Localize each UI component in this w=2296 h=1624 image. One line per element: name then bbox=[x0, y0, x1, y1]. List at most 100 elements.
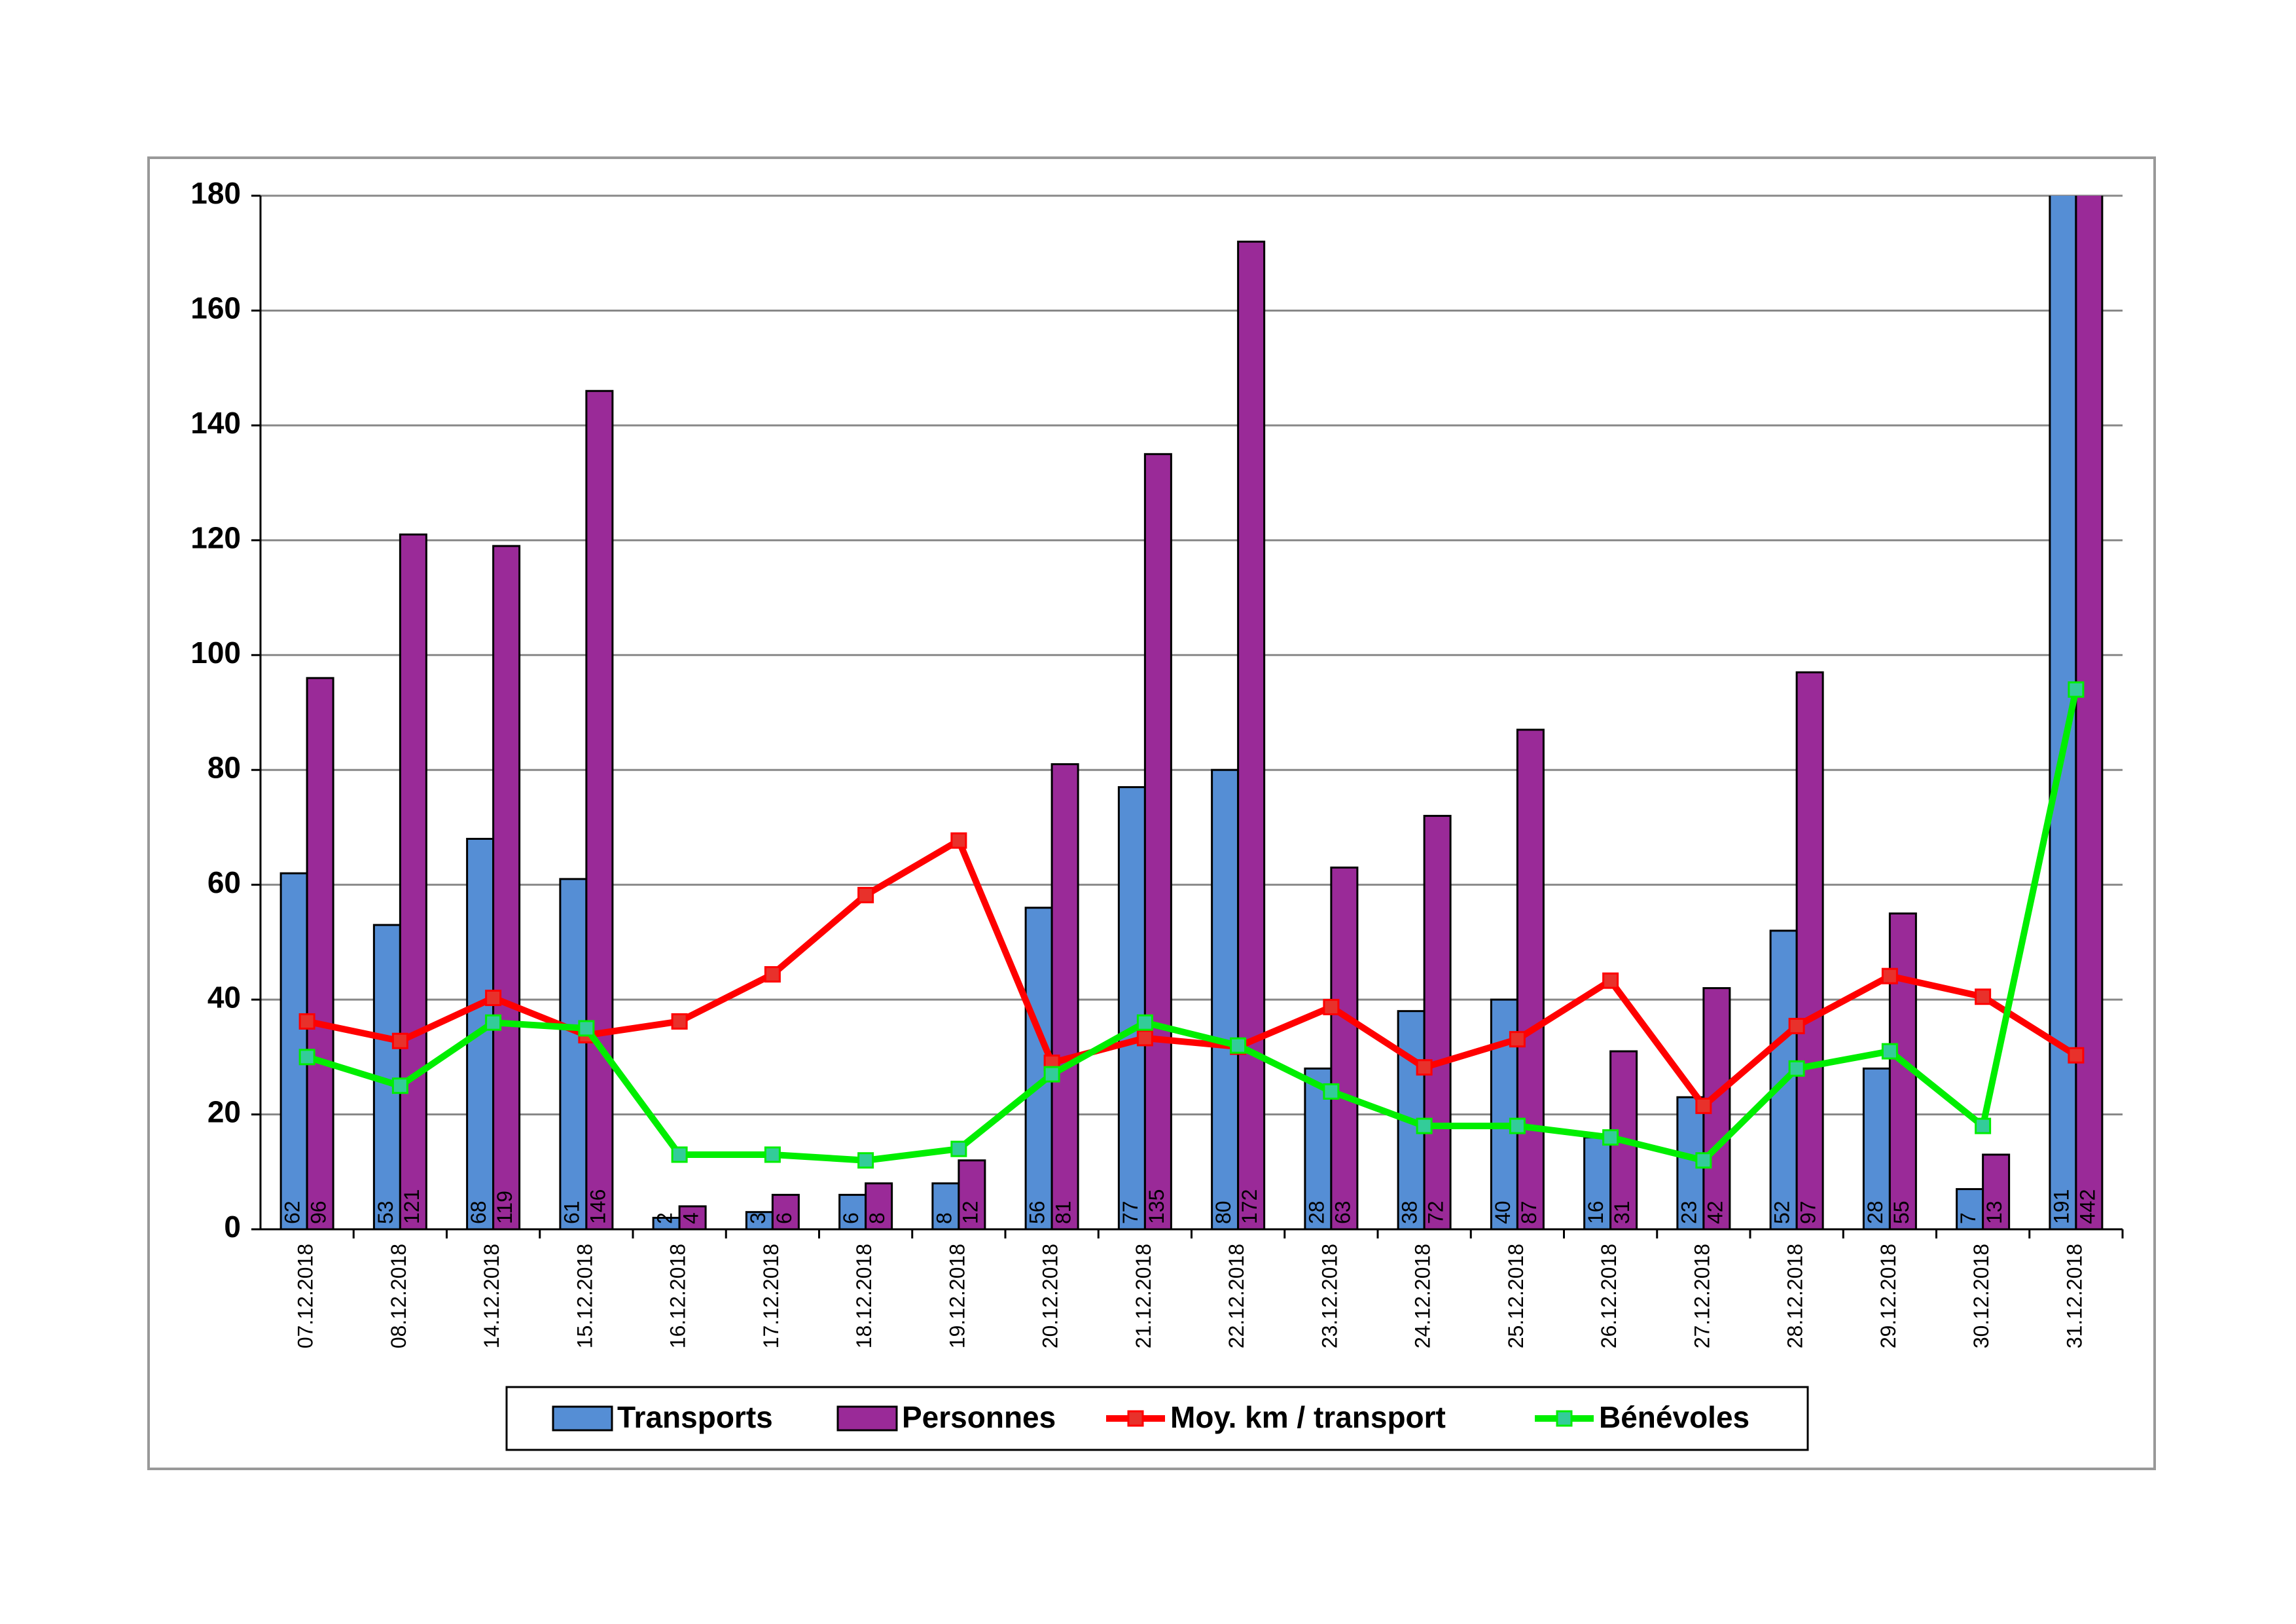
data-label: 53 bbox=[374, 1200, 397, 1224]
marker bbox=[1509, 1117, 1526, 1134]
data-label: 8 bbox=[865, 1212, 889, 1224]
marker bbox=[1230, 1037, 1247, 1054]
bar bbox=[559, 878, 588, 1229]
data-label: 56 bbox=[1026, 1200, 1049, 1224]
marker bbox=[1881, 1043, 1898, 1060]
legend-label: Moy. km / transport bbox=[1170, 1400, 1446, 1434]
bar bbox=[1143, 453, 1172, 1229]
marker bbox=[1136, 1014, 1153, 1031]
marker bbox=[578, 1020, 595, 1037]
x-tick-label: 14.12.2018 bbox=[480, 1244, 503, 1348]
data-label: 3 bbox=[746, 1212, 770, 1224]
bar bbox=[2049, 196, 2077, 1229]
y-tick-label: 100 bbox=[190, 636, 241, 670]
legend-label: Transports bbox=[617, 1400, 773, 1434]
data-label: 121 bbox=[400, 1189, 423, 1224]
marker bbox=[1881, 967, 1898, 984]
y-tick-label: 60 bbox=[207, 865, 241, 899]
data-label: 42 bbox=[1703, 1200, 1727, 1224]
x-tick-label: 16.12.2018 bbox=[666, 1244, 690, 1348]
marker bbox=[1323, 1083, 1340, 1100]
data-label: 172 bbox=[1238, 1189, 1261, 1224]
data-label: 81 bbox=[1052, 1200, 1075, 1224]
bar bbox=[1423, 814, 1452, 1229]
marker bbox=[950, 1140, 967, 1157]
marker bbox=[857, 886, 874, 903]
data-label: 16 bbox=[1584, 1200, 1607, 1224]
data-label: 87 bbox=[1517, 1200, 1541, 1224]
bar bbox=[771, 1193, 800, 1229]
data-label: 8 bbox=[932, 1212, 956, 1224]
x-tick-label: 25.12.2018 bbox=[1504, 1244, 1528, 1348]
data-label: 6 bbox=[772, 1212, 796, 1224]
marker bbox=[391, 1077, 408, 1094]
line-series bbox=[306, 689, 2079, 1164]
bar bbox=[1117, 786, 1146, 1229]
marker bbox=[1788, 1060, 1805, 1077]
marker bbox=[1695, 1152, 1712, 1169]
x-tick-label: 26.12.2018 bbox=[1597, 1244, 1621, 1348]
y-tick-label: 180 bbox=[190, 176, 241, 210]
legend-swatch bbox=[552, 1405, 613, 1432]
marker bbox=[1416, 1117, 1433, 1134]
marker bbox=[2068, 1047, 2085, 1064]
bar bbox=[306, 677, 334, 1229]
bar bbox=[678, 1205, 707, 1229]
data-label: 72 bbox=[1424, 1200, 1448, 1224]
data-label: 4 bbox=[679, 1212, 703, 1224]
data-label: 31 bbox=[1610, 1200, 1634, 1224]
marker bbox=[391, 1032, 408, 1049]
marker bbox=[2068, 681, 2085, 698]
marker bbox=[485, 989, 502, 1006]
x-tick-label: 28.12.2018 bbox=[1784, 1244, 1807, 1348]
marker bbox=[1136, 1030, 1153, 1047]
bar bbox=[492, 545, 521, 1229]
x-tick-label: 30.12.2018 bbox=[1969, 1244, 1993, 1348]
data-label: 23 bbox=[1677, 1200, 1700, 1224]
x-tick-label: 24.12.2018 bbox=[1411, 1244, 1435, 1348]
y-tick-label: 0 bbox=[224, 1210, 241, 1244]
marker bbox=[1043, 1066, 1060, 1083]
data-label: 13 bbox=[1982, 1200, 2006, 1224]
data-label: 135 bbox=[1145, 1189, 1168, 1224]
bar bbox=[372, 924, 401, 1229]
y-tick-label: 120 bbox=[190, 520, 241, 554]
bar bbox=[1050, 763, 1079, 1229]
data-label: 63 bbox=[1331, 1200, 1354, 1224]
y-tick-label: 40 bbox=[207, 980, 241, 1014]
marker bbox=[1695, 1097, 1712, 1114]
data-label: 61 bbox=[560, 1200, 583, 1224]
bar bbox=[1862, 1067, 1891, 1229]
marker bbox=[1602, 972, 1619, 989]
bar bbox=[865, 1182, 893, 1229]
marker bbox=[1509, 1031, 1526, 1048]
data-label: 7 bbox=[1956, 1212, 1980, 1224]
data-label: 119 bbox=[493, 1191, 516, 1224]
bar bbox=[1211, 768, 1240, 1229]
data-label: 52 bbox=[1770, 1200, 1794, 1224]
x-tick-label: 31.12.2018 bbox=[2062, 1244, 2086, 1348]
x-tick-label: 21.12.2018 bbox=[1132, 1244, 1155, 1348]
marker bbox=[950, 832, 967, 849]
x-tick-label: 23.12.2018 bbox=[1318, 1244, 1341, 1348]
data-label: 80 bbox=[1211, 1200, 1235, 1224]
marker bbox=[671, 1013, 688, 1030]
legend-swatch bbox=[836, 1405, 898, 1432]
marker bbox=[298, 1013, 315, 1030]
data-label: 68 bbox=[467, 1200, 490, 1224]
bar bbox=[1516, 729, 1545, 1229]
bar bbox=[399, 533, 427, 1229]
data-label: 28 bbox=[1863, 1200, 1887, 1224]
marker bbox=[671, 1146, 688, 1163]
y-tick-label: 20 bbox=[207, 1095, 241, 1129]
legend-label: Personnes bbox=[902, 1400, 1056, 1434]
legend-marker bbox=[1127, 1410, 1144, 1427]
data-label: 442 bbox=[2075, 1189, 2099, 1224]
data-label: 28 bbox=[1304, 1200, 1328, 1224]
data-label: 40 bbox=[1491, 1200, 1515, 1224]
line-series bbox=[306, 837, 2078, 1110]
data-label: 191 bbox=[2049, 1189, 2073, 1224]
legend-marker bbox=[1556, 1410, 1573, 1427]
bar bbox=[838, 1193, 867, 1229]
